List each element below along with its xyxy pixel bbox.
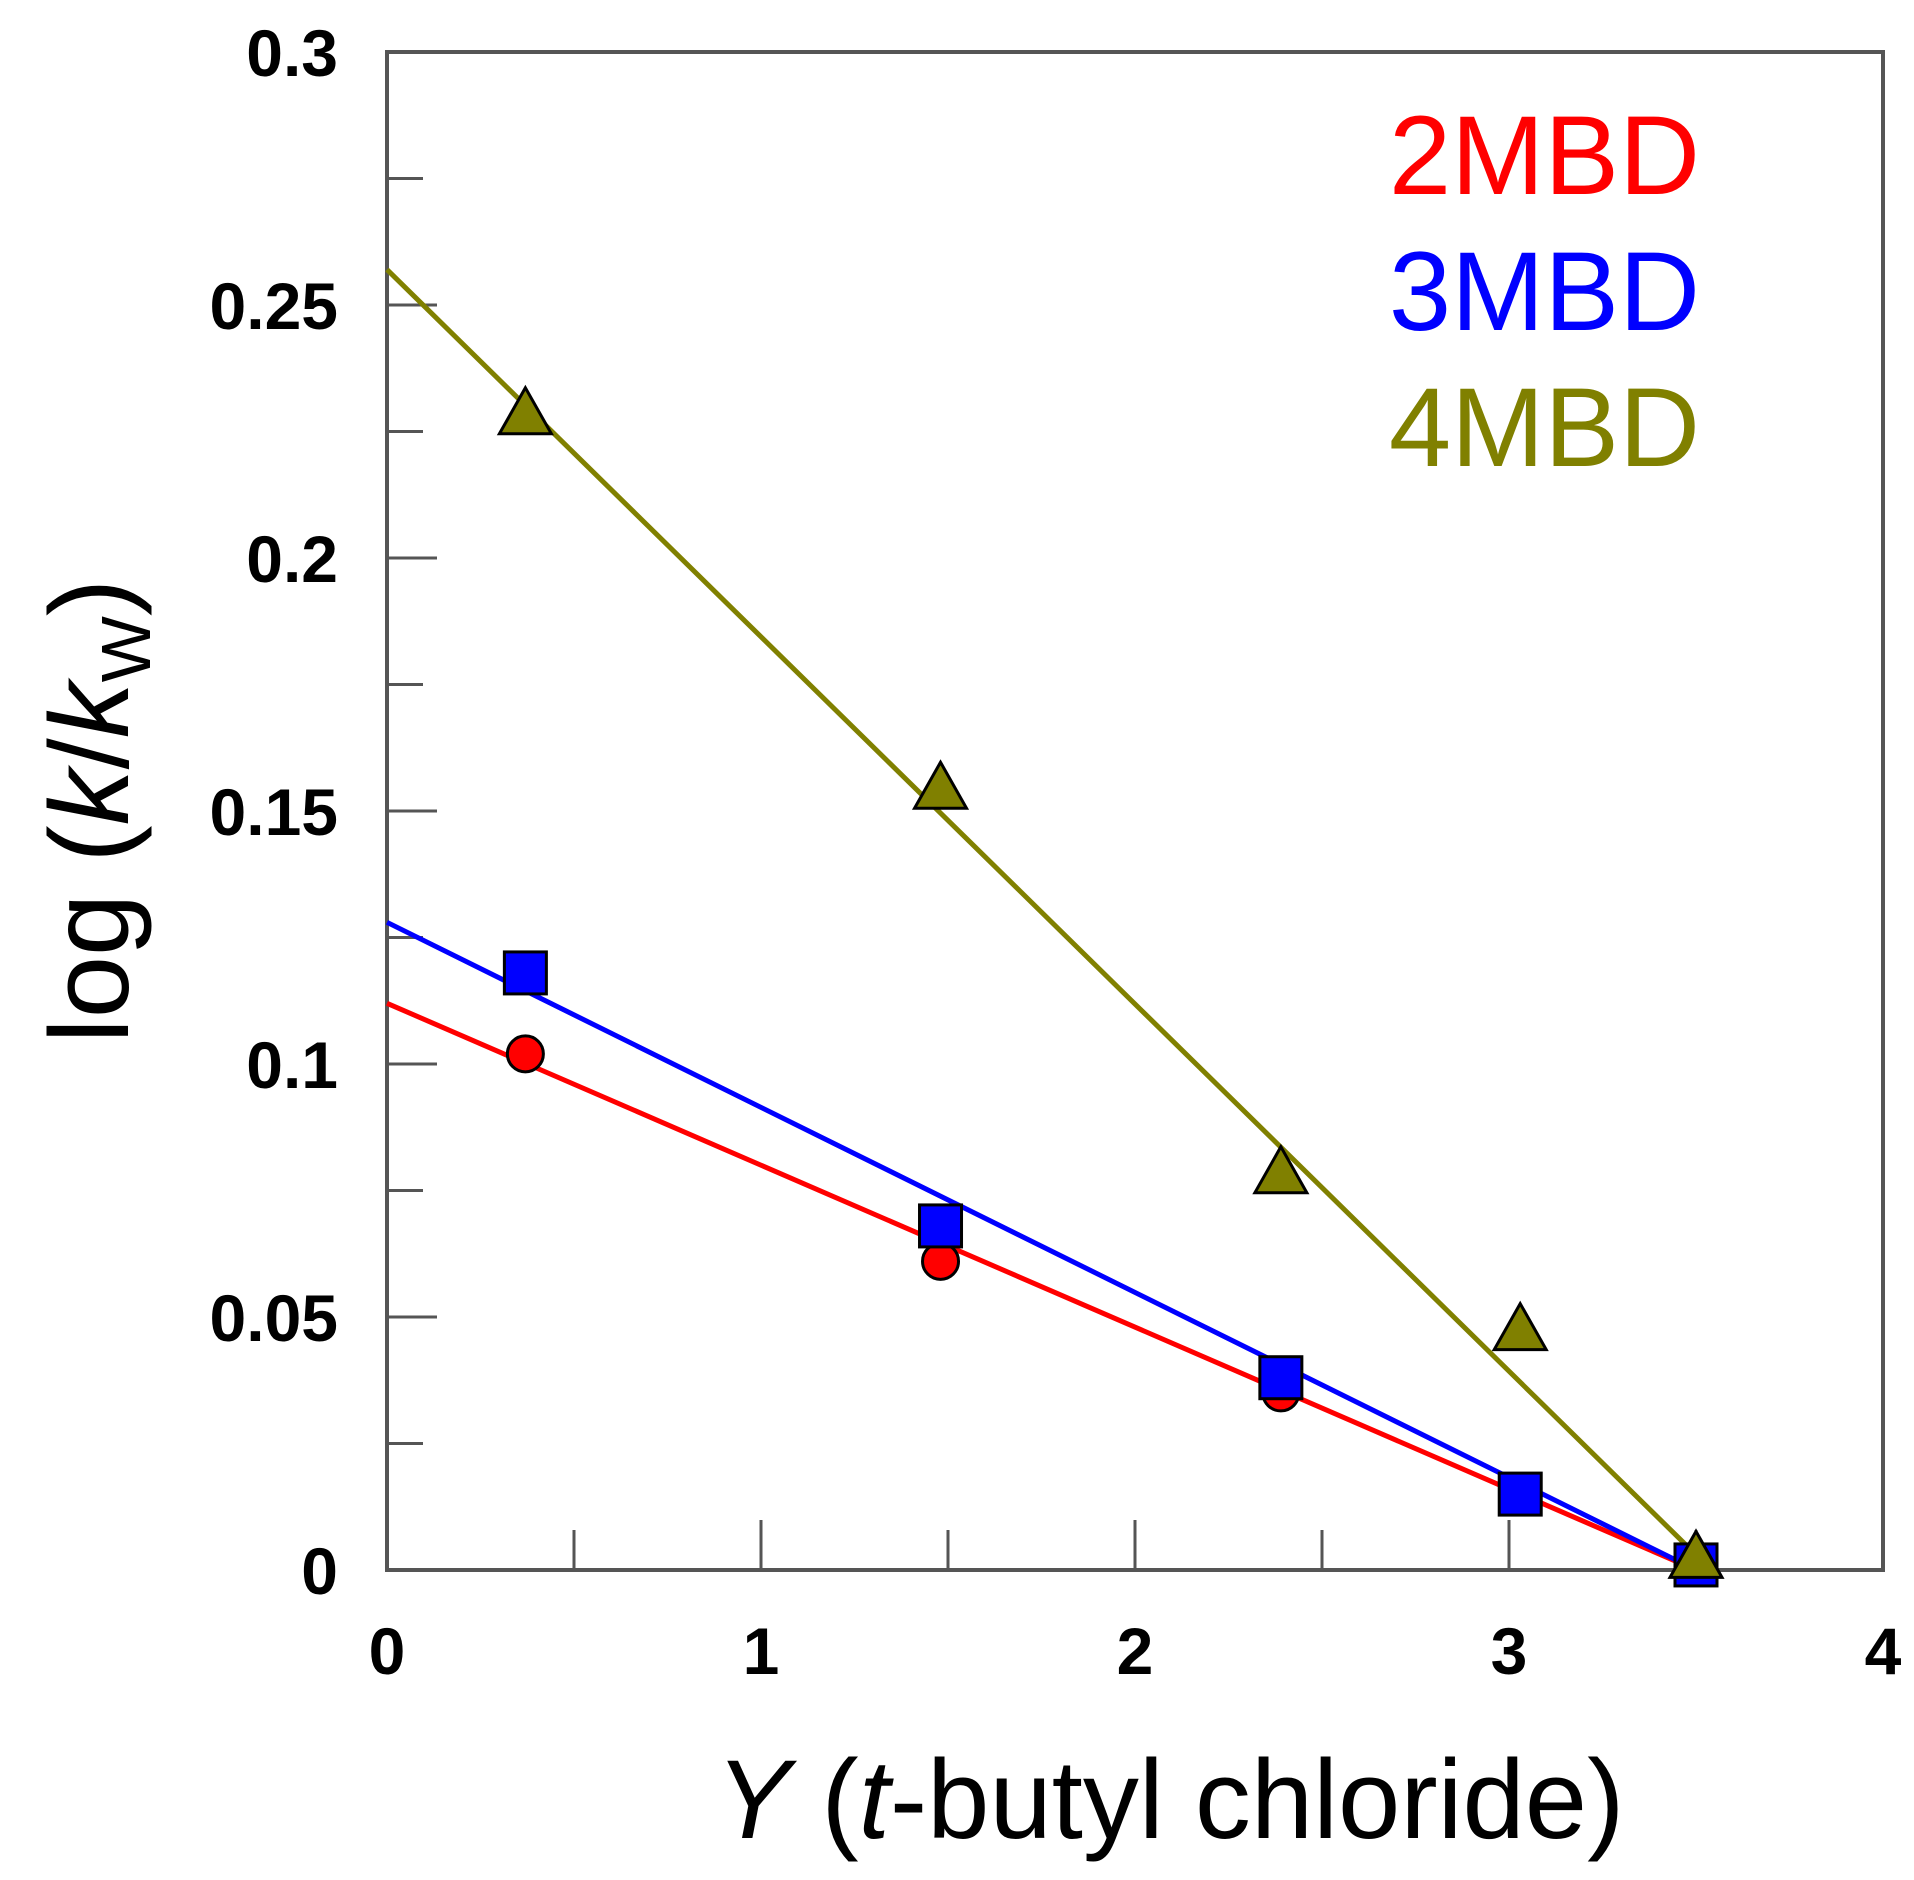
- legend-entry-4MBD: 4MBD: [1389, 365, 1700, 490]
- y-tick-label: 0: [301, 1534, 338, 1608]
- x-axis-title-pre: (: [790, 1737, 858, 1862]
- y-tick-label: 0.25: [210, 269, 338, 343]
- y-tick-label: 0.1: [246, 1028, 338, 1102]
- data-markers: [496, 384, 1725, 1588]
- point-4MBD: [911, 759, 970, 810]
- fit-line-3MBD: [385, 920, 1698, 1573]
- point-4MBD: [496, 384, 554, 436]
- point-4MBD: [1252, 1143, 1310, 1195]
- point-4MBD: [1667, 1528, 1725, 1579]
- y-axis-title-k: k: [27, 764, 152, 825]
- x-tick-label: 1: [743, 1614, 780, 1688]
- y-tick-label: 0.3: [246, 16, 338, 90]
- x-tick-label: 2: [1117, 1614, 1154, 1688]
- y-axis-title-post: ): [27, 579, 152, 616]
- x-axis-title-y: Y: [716, 1737, 798, 1862]
- legend-entry-2MBD: 2MBD: [1389, 93, 1700, 218]
- x-tick-label: 3: [1491, 1614, 1528, 1688]
- y-tick-label: 0.15: [210, 775, 338, 849]
- point-3MBD: [918, 1203, 964, 1249]
- point-3MBD: [1497, 1471, 1543, 1517]
- fit-line-4MBD: [385, 267, 1698, 1557]
- point-2MBD: [921, 1241, 961, 1281]
- y-axis-title-pre: log (: [27, 825, 152, 1043]
- x-axis-title: Y (t-butyl chloride): [716, 1737, 1625, 1862]
- fit-lines: [385, 267, 1698, 1573]
- x-tick-label: 0: [369, 1614, 406, 1688]
- x-axis-title-post: -butyl chloride): [890, 1737, 1625, 1862]
- y-tick-label: 0.05: [210, 1281, 338, 1355]
- legend-entry-3MBD: 3MBD: [1389, 229, 1700, 354]
- y-axis-title: log (k/kW): [27, 579, 165, 1043]
- point-3MBD: [502, 950, 548, 996]
- x-axis-title-t: t: [859, 1737, 894, 1862]
- x-tick-label: 4: [1865, 1614, 1902, 1688]
- y-axis-title-slash: /: [27, 737, 152, 769]
- y-axis-title-kw: k: [27, 677, 152, 738]
- axis-ticks: 0 1 2 3 4 0 0.05 0.1 0.15 0.2 0.25 0.3: [210, 16, 1902, 1688]
- point-4MBD: [1491, 1300, 1549, 1352]
- y-tick-label: 0.2: [246, 522, 338, 596]
- fit-line-2MBD: [386, 1000, 1697, 1573]
- point-2MBD: [505, 1034, 545, 1074]
- y-axis-title-sub: W: [87, 616, 165, 682]
- point-3MBD: [1258, 1355, 1304, 1401]
